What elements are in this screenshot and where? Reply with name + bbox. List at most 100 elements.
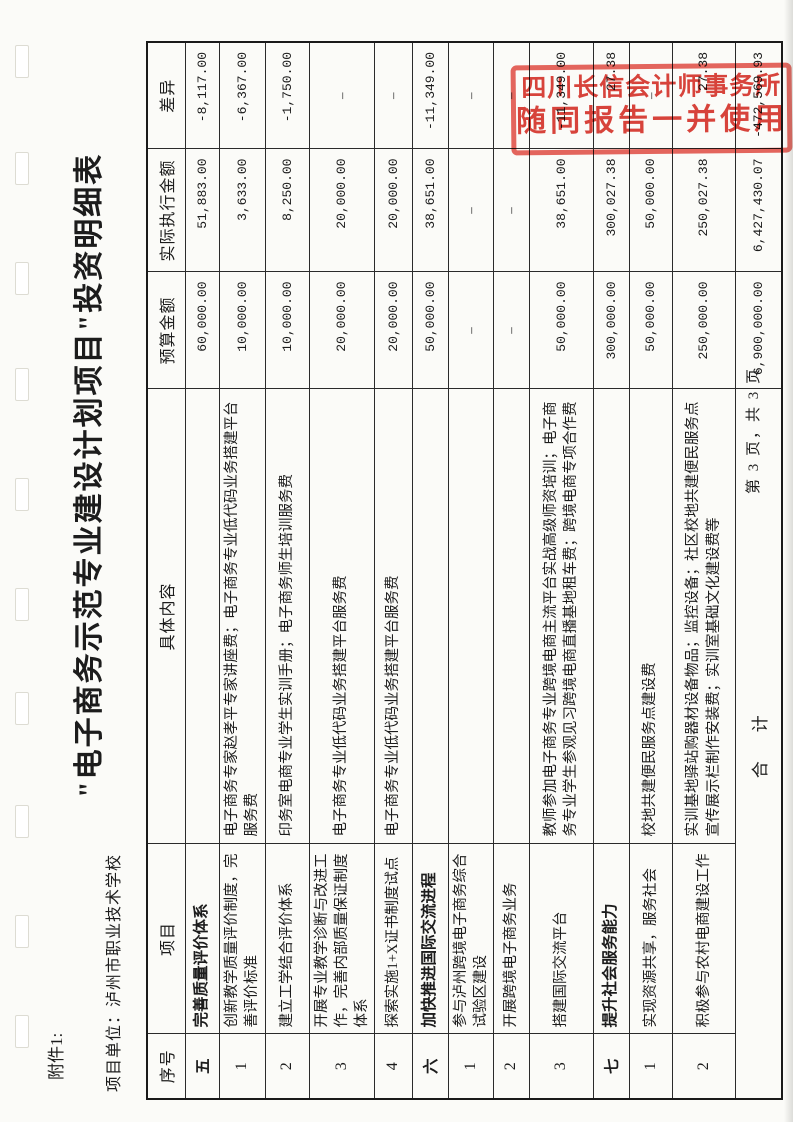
cell-seq: 六	[412, 1034, 449, 1099]
cell-content: 教师参加电子商务专业跨境电商主流平台实战高级师资培训；电子商务专业学生参观见习跨…	[529, 389, 594, 844]
audit-stamp: 四川长信会计师事务所 随同报告一并使用	[510, 62, 793, 156]
scan-edge-shadow	[784, 0, 793, 1122]
cell-diff: -1,750.00	[265, 42, 310, 149]
binder-hole	[15, 478, 29, 511]
cell-actual: –	[493, 149, 530, 272]
cell-budget: 50,000.00	[529, 272, 594, 389]
cell-content: 印务室电商专业学生实训手册；电子商务师生培训服务费	[265, 389, 310, 844]
cell-project: 开展跨境电子商务业务	[493, 844, 530, 1034]
table-row: 1 实现资源共享，服务社会 校地共建便民服务点建设费 50,000.00 50,…	[629, 42, 673, 1099]
cell-actual: 38,651.00	[412, 149, 449, 272]
cell-budget: 10,000.00	[219, 272, 266, 389]
cell-project: 加快推进国际交流进程	[412, 844, 449, 1034]
cell-seq: 3	[309, 1034, 375, 1099]
cell-diff: -11,349.00	[412, 42, 449, 149]
total-label: 合 计	[735, 389, 783, 1099]
table-row: 4 探索实施1+X证书制度试点 电子商务专业低代码业务搭建平台服务费 20,00…	[374, 42, 413, 1099]
header-project: 项目	[147, 844, 185, 1034]
header-diff: 差异	[147, 42, 185, 149]
cell-project: 实现资源共享，服务社会	[629, 844, 673, 1034]
table-row: 2 建立工学结合评价体系 印务室电商专业学生实训手册；电子商务师生培训服务费 1…	[265, 42, 310, 1099]
cell-diff: –	[309, 42, 375, 149]
cell-actual: 250,027.38	[672, 149, 736, 272]
page-title: "电子商务示范专业建设计划项目"投资明细表	[73, 152, 106, 798]
table-row: 2 积极参与农村电商建设工作 实训基地驿站购器材设备物品；监控设备；社区校地共建…	[672, 42, 736, 1099]
cell-project: 完善质量评价体系	[185, 844, 219, 1034]
binder-hole	[15, 915, 29, 948]
cell-seq: 2	[672, 1034, 736, 1099]
cell-actual: 20,000.00	[374, 149, 413, 272]
cell-actual: 20,000.00	[309, 149, 375, 272]
cell-seq: 4	[374, 1034, 413, 1099]
cell-actual: 8,250.00	[265, 149, 310, 272]
cell-project: 创新教学质量评价制度，完善评价标准	[219, 844, 266, 1034]
binder-hole	[15, 45, 29, 78]
cell-project: 提升社会服务能力	[593, 844, 630, 1034]
cell-seq: 3	[529, 1034, 594, 1099]
cell-content: 实训基地驿站购器材设备物品；监控设备；社区校地共建便民服务点宣传展示栏制作安装费…	[672, 389, 736, 844]
header-actual: 实际执行金额	[147, 149, 185, 272]
cell-diff: -6,367.00	[219, 42, 266, 149]
cell-actual: 38,651.00	[529, 149, 594, 272]
binder-hole	[15, 692, 29, 725]
total-row: 合 计 6,900,000.00 6,427,430.07 -472,569.9…	[735, 42, 783, 1099]
cell-project: 参与泸州跨境电子商务综合试验区建设	[448, 844, 494, 1034]
binder-hole	[15, 588, 29, 621]
cell-actual: 50,000.00	[629, 149, 673, 272]
cell-project: 积极参与农村电商建设工作	[672, 844, 736, 1034]
cell-seq: 五	[185, 1034, 219, 1099]
cell-project: 开展专业教学诊断与改进工作，完善内部质量保证制度体系	[309, 844, 375, 1034]
attachment-label: 附件1:	[47, 1032, 66, 1080]
cell-seq: 1	[629, 1034, 673, 1099]
cell-budget: 50,000.00	[412, 272, 449, 389]
binder-hole	[15, 262, 29, 295]
header-seq: 序号	[147, 1034, 185, 1099]
cell-project: 建立工学结合评价体系	[265, 844, 310, 1034]
table-row: 1 创新教学质量评价制度，完善评价标准 电子商务专家赵孝平专家讲座费；电子商务专…	[219, 42, 266, 1099]
cell-actual: 300,027.38	[593, 149, 630, 272]
cell-seq: 2	[265, 1034, 310, 1099]
cell-content	[412, 389, 449, 844]
table-header-row: 序号 项目 具体内容 预算金额 实际执行金额 差异	[147, 42, 185, 1099]
cell-budget: 50,000.00	[629, 272, 673, 389]
table-row: 3 搭建国际交流平台 教师参加电子商务专业跨境电商主流平台实战高级师资培训；电子…	[529, 42, 594, 1099]
cell-actual: –	[448, 149, 494, 272]
cell-budget: 250,000.00	[672, 272, 736, 389]
cell-actual: 51,883.00	[185, 149, 219, 272]
section-row: 六 加快推进国际交流进程 50,000.00 38,651.00 -11,349…	[412, 42, 449, 1099]
cell-actual: 3,633.00	[219, 149, 266, 272]
total-actual: 6,427,430.07	[735, 149, 783, 272]
cell-budget: 300,000.00	[593, 272, 630, 389]
section-row: 七 提升社会服务能力 300,000.00 300,027.38 27.38	[593, 42, 630, 1099]
table-row: 3 开展专业教学诊断与改进工作，完善内部质量保证制度体系 电子商务专业低代码业务…	[309, 42, 375, 1099]
cell-diff: –	[448, 42, 494, 149]
cell-content: 电子商务专业低代码业务搭建平台服务费	[309, 389, 375, 844]
cell-content: 电子商务专业低代码业务搭建平台服务费	[374, 389, 413, 844]
investment-detail-table: 序号 项目 具体内容 预算金额 实际执行金额 差异 五 完善质量评价体系 60,…	[146, 41, 784, 1100]
page-number: 第 3 页，共 3 页	[746, 366, 762, 494]
binder-hole	[15, 368, 29, 401]
binder-hole	[15, 1015, 29, 1048]
stamp-firm-name: 四川长信会计师事务所	[521, 72, 782, 103]
cell-content	[493, 389, 530, 844]
cell-budget: –	[493, 272, 530, 389]
section-row: 五 完善质量评价体系 60,000.00 51,883.00 -8,117.00	[185, 42, 219, 1099]
project-unit-line: 项目单位：泸州市职业技术学校	[106, 853, 123, 1092]
cell-project: 搭建国际交流平台	[529, 844, 594, 1034]
cell-budget: 10,000.00	[265, 272, 310, 389]
header-content: 具体内容	[147, 389, 185, 844]
cell-content: 校地共建便民服务点建设费	[629, 389, 673, 844]
cell-diff: -8,117.00	[185, 42, 219, 149]
stamp-usage-note: 随同报告一并使用	[515, 102, 789, 139]
cell-seq: 1	[219, 1034, 266, 1099]
cell-budget: 60,000.00	[185, 272, 219, 389]
table-row: 2 开展跨境电子商务业务 – – –	[493, 42, 530, 1099]
table-row: 1 参与泸州跨境电子商务综合试验区建设 – – –	[448, 42, 494, 1099]
binder-hole	[15, 152, 29, 185]
header-budget: 预算金额	[147, 272, 185, 389]
cell-content	[593, 389, 630, 844]
cell-budget: 20,000.00	[309, 272, 375, 389]
binder-hole	[15, 805, 29, 838]
